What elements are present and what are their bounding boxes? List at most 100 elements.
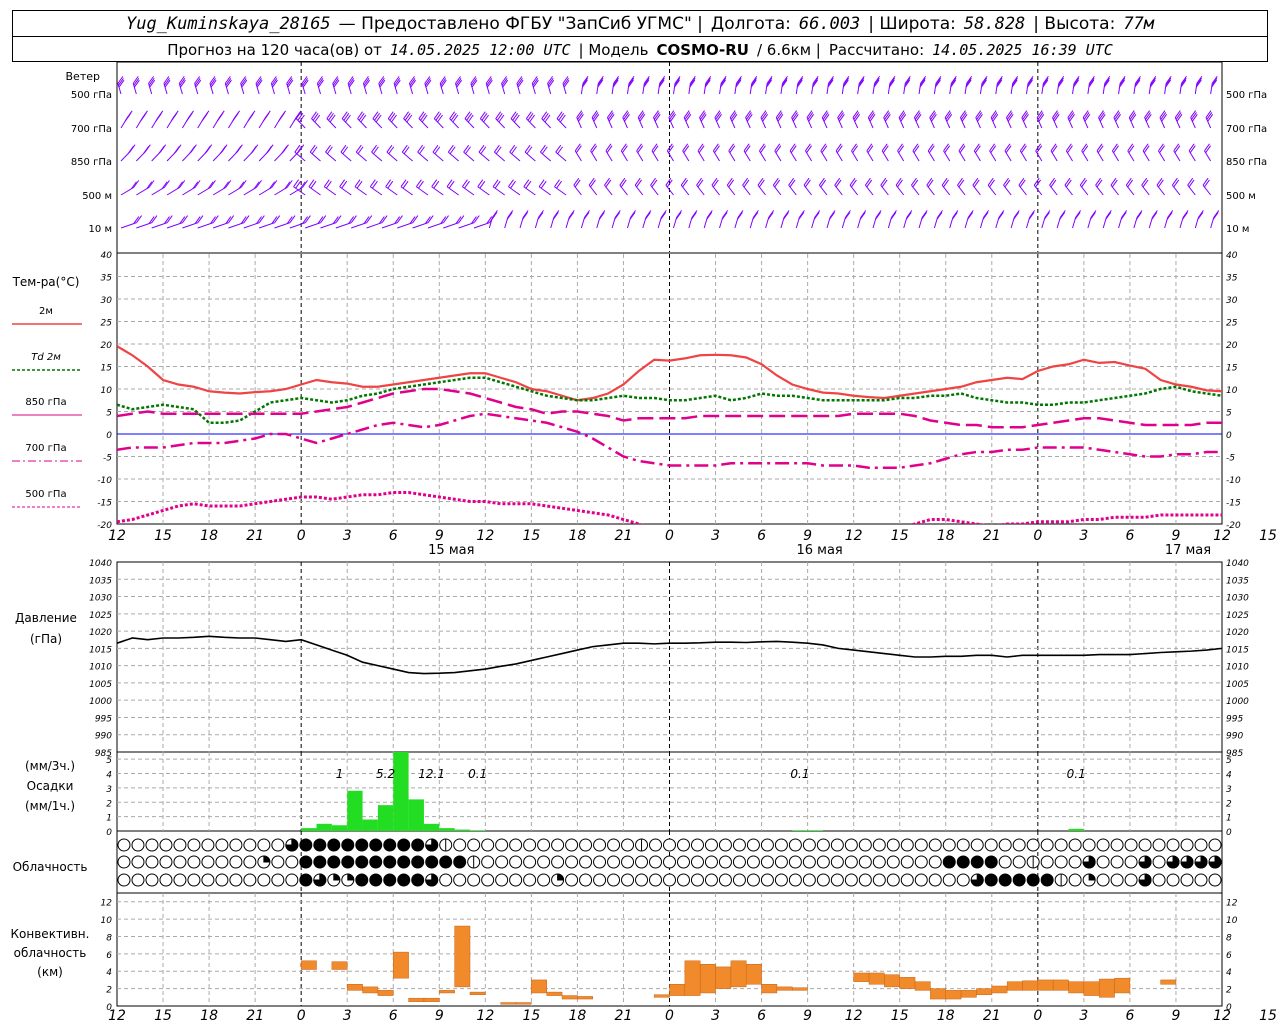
model-label: | Модель [578, 40, 649, 59]
wind-barb-flag [666, 143, 673, 152]
wind-barb-flag [1180, 77, 1187, 86]
cloud-cover-symbol [215, 838, 229, 852]
wind-barb-flag [1161, 114, 1168, 122]
wind-barb-flag [1073, 75, 1080, 84]
cloud-cover-symbol [1068, 838, 1082, 852]
wind-barb-flag [728, 179, 735, 188]
wind-barb-flag [418, 111, 425, 119]
cloud-cover-symbol [718, 873, 732, 887]
wind-barb-flag [1136, 210, 1143, 218]
wind-barb-flag [326, 146, 333, 155]
wind-barb-flag [992, 114, 999, 122]
time-axis-top-tick-label: 6 [757, 528, 766, 544]
wind-barb-flag [1143, 145, 1150, 153]
conv-bar [454, 925, 471, 988]
wind-barb-flag [884, 112, 890, 120]
conv-bar [684, 960, 701, 996]
time-axis-bottom-tick-label: 0 [297, 1008, 306, 1024]
wind-barb-flag [772, 177, 779, 186]
wind-barb-flag [164, 180, 170, 188]
wind-barb-flag [471, 216, 477, 224]
wind-barb-flag [706, 211, 713, 220]
wind-barb-flag [838, 112, 844, 120]
cloud-cover-symbol [215, 855, 229, 869]
wind-barb-flag [952, 210, 959, 218]
wind-barb-flag [256, 180, 262, 188]
wind-barb-flag [746, 112, 752, 120]
wind-barb-flag [660, 210, 667, 218]
wind-barb-flag [1156, 177, 1163, 186]
conv-bar [761, 984, 778, 994]
conv-bar [423, 997, 440, 1002]
wind-barb-flag [651, 143, 658, 152]
wind-barb-flag [1112, 143, 1118, 152]
wind-barb-flag [133, 216, 140, 224]
cloud-cover-fill [1194, 855, 1208, 869]
wind-barb-flag [858, 75, 865, 84]
wind-barb-flag [759, 143, 765, 152]
date-label: 17 мая [1165, 543, 1211, 558]
cloud-cover-symbol [1012, 873, 1026, 887]
cloud-cover-symbol [928, 855, 942, 869]
wind-barb-flag [210, 216, 216, 224]
cloud-cover-symbol [844, 838, 858, 852]
wind-barb-flag [781, 79, 788, 88]
t700-line [117, 412, 1222, 469]
altitude-value: 77м [1123, 13, 1155, 34]
wind-barb-flag [397, 215, 403, 223]
conv-bar [515, 1002, 532, 1005]
precip-sum-label: 0.1 [1067, 767, 1086, 781]
cloud-cover-symbol [914, 855, 928, 869]
wind-barb-flag [768, 210, 775, 218]
wind-barb-flag [958, 179, 965, 188]
pres-tick-left: 1010 [89, 663, 112, 673]
wind-barb-flag [568, 211, 575, 220]
wind-barb-flag [1027, 79, 1033, 88]
time-axis-top-tick-label: 21 [246, 528, 264, 544]
wind-barb-flag [899, 112, 906, 120]
wind-barb-flag [760, 145, 766, 153]
cloud-cover-symbol [663, 838, 676, 852]
wind-barb-flag [509, 144, 516, 153]
wind-barb-flag [212, 215, 219, 223]
wind-barb-flag [164, 79, 171, 88]
wind-barb-flag [170, 114, 177, 122]
cloud-cover-symbol [872, 873, 886, 887]
wind-barb-flag [1127, 143, 1134, 152]
cloud-cover-symbol [369, 855, 383, 869]
wind-barb-flag [898, 145, 905, 153]
temp-tick-right: -10 [1226, 476, 1241, 486]
wind-barb-flag [483, 114, 489, 123]
wind-barb-flag [1165, 79, 1172, 88]
cloud-cover-symbol [621, 855, 635, 869]
t850-line [117, 387, 1222, 429]
wind-barb-flag [409, 216, 416, 224]
cloud-cover-symbol [145, 855, 159, 869]
wind-barb-flag [919, 77, 926, 86]
wind-barb-flag [975, 110, 982, 118]
cloud-cover-symbol [635, 873, 649, 887]
t500-line [117, 491, 1222, 524]
time-axis-top-tick-label: 6 [389, 528, 398, 544]
wind-barb-flag [1165, 77, 1172, 86]
cloud-cover-symbol [676, 873, 690, 887]
cloud-cover-symbol [271, 855, 285, 869]
temp-tick-right: 20 [1226, 341, 1238, 351]
wind-barb-flag [1052, 110, 1058, 118]
wind-barb-flag [1065, 179, 1072, 188]
wind-barb-flag [582, 75, 589, 84]
wind-barb-flag [1038, 114, 1045, 122]
wind-barb-flag [880, 177, 887, 186]
temp-tick-left: -5 [103, 454, 112, 464]
wind-barb-flag [812, 77, 819, 86]
wind-barb-flag [996, 75, 1003, 84]
wind-barb-flag [852, 145, 859, 153]
wind-barb-flag [1084, 114, 1091, 122]
legend-label-t850: 850 гПа [25, 397, 66, 408]
wind-barb-flag [253, 181, 260, 190]
wind-barb-flag [584, 210, 590, 218]
conv-bar [1006, 981, 1023, 991]
wind-barb-flag [1205, 110, 1212, 118]
wind-barb-flag [323, 179, 330, 188]
cloud-cover-symbol [914, 838, 928, 852]
